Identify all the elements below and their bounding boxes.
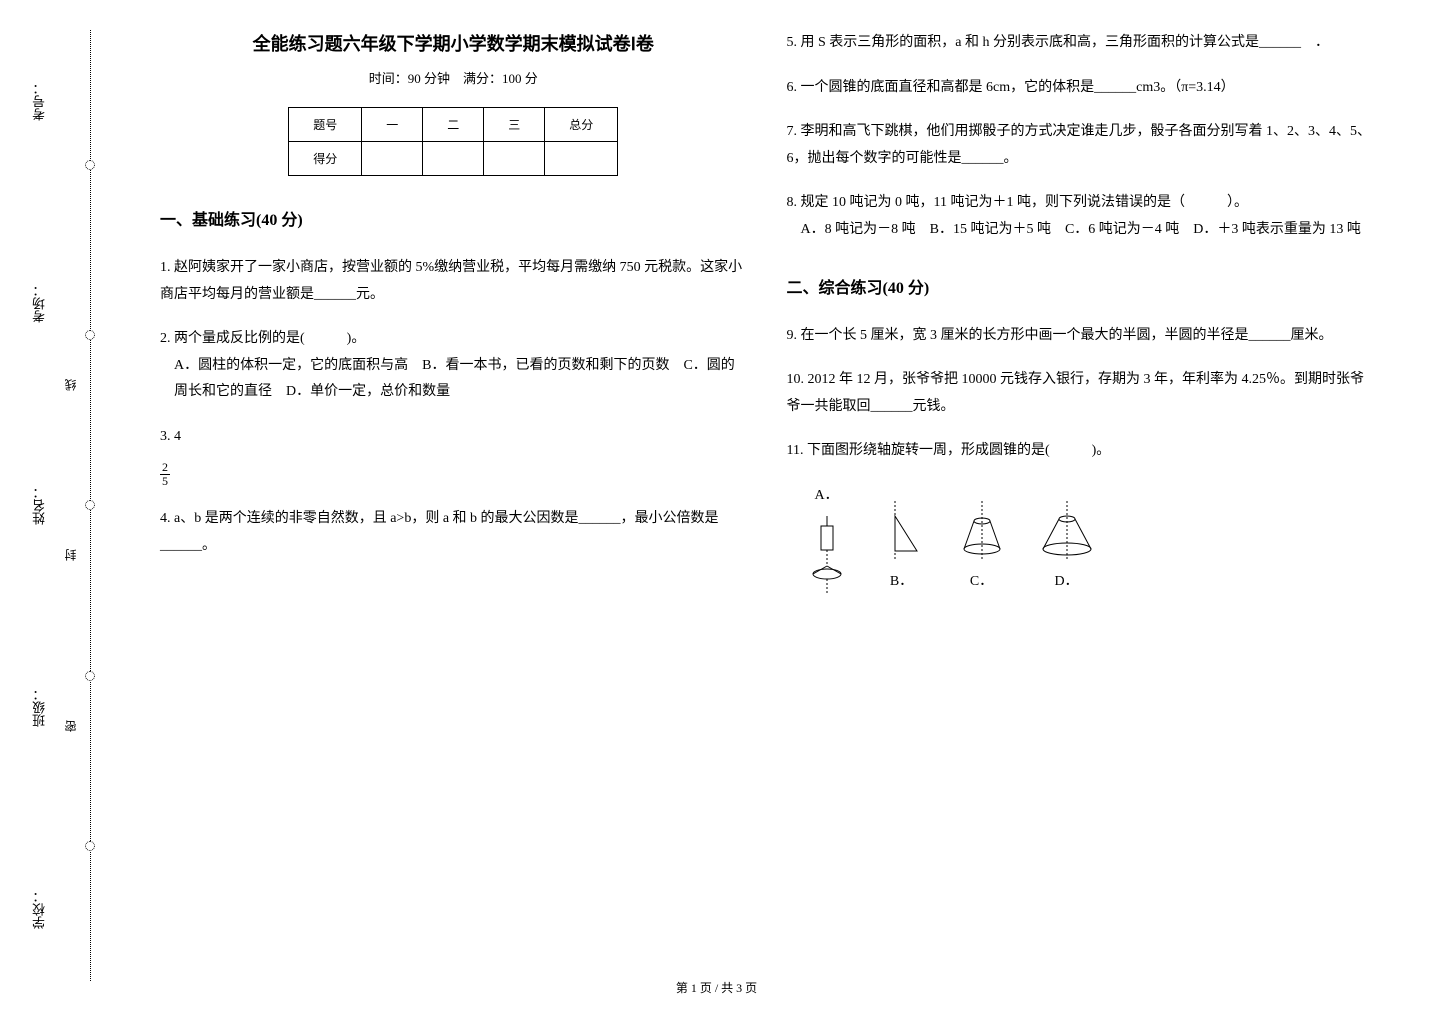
question-1: 1. 赵阿姨家开了一家小商店，按营业额的 5%缴纳营业税，平均每月需缴纳 750… xyxy=(160,255,747,308)
exam-subtitle: 时间：90 分钟 满分：100 分 xyxy=(160,68,747,87)
question-8-text: 8. 规定 10 吨记为 0 吨，11 吨记为＋1 吨，则下列说法错误的是（ ）… xyxy=(787,195,1248,210)
question-4: 4. a、b 是两个连续的非零自然数，且 a>b，则 a 和 b 的最大公因数是… xyxy=(160,506,747,559)
shape-c-label: C． xyxy=(970,569,993,596)
binding-label-id: 考号： xyxy=(30,82,60,121)
page-footer: 第 1 页 / 共 3 页 xyxy=(0,979,1433,996)
question-3-label: 3. 4 xyxy=(160,429,181,444)
score-cell xyxy=(362,142,423,176)
question-2: 2. 两个量成反比例的是( )。 A．圆柱的体积一定，它的底面积与高 B．看一本… xyxy=(160,326,747,406)
binding-circle xyxy=(85,841,95,851)
question-11: 11. 下面图形绕轴旋转一周，形成圆锥的是( )。 A． xyxy=(787,438,1374,595)
binding-label-school: 学校： xyxy=(30,890,60,929)
trapezoid-rotation-icon xyxy=(957,501,1007,561)
binding-circles xyxy=(85,80,95,931)
binding-label-class: 班级： xyxy=(30,688,60,727)
triangle-shape-icon xyxy=(877,501,927,561)
question-10: 10. 2012 年 12 月，张爷爷把 10000 元钱存入银行，存期为 3 … xyxy=(787,367,1374,420)
binding-circle xyxy=(85,330,95,340)
table-row: 题号 一 二 三 总分 xyxy=(289,108,618,142)
fraction-icon: 2 5 xyxy=(160,461,170,488)
binding-circle xyxy=(85,160,95,170)
question-8: 8. 规定 10 吨记为 0 吨，11 吨记为＋1 吨，则下列说法错误的是（ ）… xyxy=(787,190,1374,243)
binding-seal-words: 密 封 线 xyxy=(62,300,79,811)
binding-circle xyxy=(85,671,95,681)
score-row-label: 得分 xyxy=(289,142,362,176)
shape-d-label: D． xyxy=(1054,569,1078,596)
binding-word: 密 xyxy=(62,720,79,732)
binding-labels: 学校： 班级： 姓名： 考场： 考号： xyxy=(30,0,60,1011)
question-8-options: A．8 吨记为－8 吨 B．15 吨记为＋5 吨 C．6 吨记为－4 吨 D．＋… xyxy=(787,217,1374,244)
score-header-label: 题号 xyxy=(289,108,362,142)
binding-word: 封 xyxy=(62,549,79,561)
page: 学校： 班级： 姓名： 考场： 考号： 密 封 线 全能练习题六年级下学期小学数… xyxy=(0,0,1433,1011)
shape-b-label: B． xyxy=(890,569,913,596)
score-header-total: 总分 xyxy=(545,108,618,142)
left-column: 全能练习题六年级下学期小学数学期末模拟试卷Ⅰ卷 时间：90 分钟 满分：100 … xyxy=(140,30,767,951)
score-header-col: 二 xyxy=(423,108,484,142)
question-9: 9. 在一个长 5 厘米，宽 3 厘米的长方形中画一个最大的半圆，半圆的半径是_… xyxy=(787,323,1374,350)
shape-option-a: A． xyxy=(807,475,847,596)
content: 全能练习题六年级下学期小学数学期末模拟试卷Ⅰ卷 时间：90 分钟 满分：100 … xyxy=(120,0,1433,1011)
score-cell xyxy=(545,142,618,176)
section-2-title: 二、综合练习(40 分) xyxy=(787,274,1374,298)
binding-label-room: 考场： xyxy=(30,284,60,323)
shape-option-b: B． xyxy=(877,501,927,596)
score-header-col: 三 xyxy=(484,108,545,142)
score-table: 题号 一 二 三 总分 得分 xyxy=(288,107,618,176)
question-3: 3. 4 2 5 xyxy=(160,424,747,488)
score-cell xyxy=(423,142,484,176)
shape-option-c: C． xyxy=(957,501,1007,596)
question-5: 5. 用 S 表示三角形的面积，a 和 h 分别表示底和高，三角形面积的计算公式… xyxy=(787,30,1374,57)
table-row: 得分 xyxy=(289,142,618,176)
rectangle-rotation-icon xyxy=(807,516,847,596)
score-header-col: 一 xyxy=(362,108,423,142)
question-2-text: 2. 两个量成反比例的是( )。 xyxy=(160,331,365,346)
binding-margin: 学校： 班级： 姓名： 考场： 考号： 密 封 线 xyxy=(0,0,120,1011)
shape-row: A． xyxy=(787,475,1374,596)
shape-a-label: A． xyxy=(814,483,838,510)
fraction-numerator: 2 xyxy=(160,461,170,475)
score-cell xyxy=(484,142,545,176)
fraction-denominator: 5 xyxy=(160,475,170,488)
section-1-title: 一、基础练习(40 分) xyxy=(160,206,747,230)
question-7: 7. 李明和高飞下跳棋，他们用掷骰子的方式决定谁走几步，骰子各面分别写着 1、2… xyxy=(787,119,1374,172)
question-11-text: 11. 下面图形绕轴旋转一周，形成圆锥的是( )。 xyxy=(787,443,1111,458)
binding-label-name: 姓名： xyxy=(30,486,60,525)
shape-option-d: D． xyxy=(1037,501,1097,596)
binding-circle xyxy=(85,500,95,510)
exam-title: 全能练习题六年级下学期小学数学期末模拟试卷Ⅰ卷 xyxy=(160,30,747,56)
right-column: 5. 用 S 表示三角形的面积，a 和 h 分别表示底和高，三角形面积的计算公式… xyxy=(767,30,1394,951)
question-2-options: A．圆柱的体积一定，它的底面积与高 B．看一本书，已看的页数和剩下的页数 C．圆… xyxy=(160,353,747,406)
triangle-b-rotation-icon xyxy=(1037,501,1097,561)
binding-word: 线 xyxy=(62,379,79,391)
question-6: 6. 一个圆锥的底面直径和高都是 6cm，它的体积是______cm3。（π=3… xyxy=(787,75,1374,102)
